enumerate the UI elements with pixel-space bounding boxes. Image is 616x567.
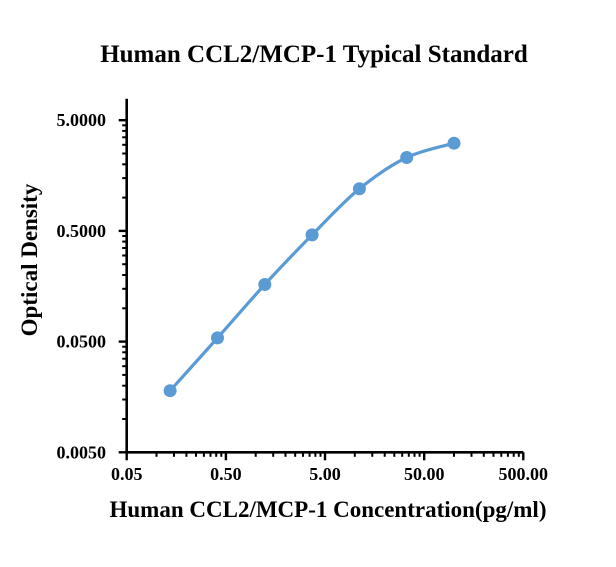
x-tick-label: 50.00 — [404, 464, 445, 484]
x-tick-label: 500.00 — [499, 464, 549, 484]
data-point-marker — [447, 136, 461, 150]
axis-spines — [125, 98, 524, 454]
y-tick-label: 0.0050 — [57, 442, 107, 462]
x-axis: 0.05 0.50 5.00 50.00 500.00 — [111, 452, 548, 484]
y-tick-label: 0.5000 — [57, 221, 107, 241]
data-point-marker — [211, 331, 224, 345]
data-point-marker — [352, 182, 366, 196]
x-axis-title: Human CCL2/MCP-1 Concentration(pg/ml) — [110, 497, 547, 522]
x-tick-label: 0.50 — [210, 464, 242, 484]
y-tick-label: 5.0000 — [57, 110, 107, 130]
axis-spine — [125, 98, 524, 454]
x-tick-label: 0.05 — [111, 464, 143, 484]
y-tick-label: 0.0500 — [57, 332, 107, 352]
data-point-marker — [400, 151, 414, 164]
series-group — [163, 136, 461, 398]
x-tick-label: 5.00 — [309, 464, 341, 484]
data-point-marker — [163, 384, 177, 398]
y-axis: 5.0000 0.5000 0.0500 0.0050 — [57, 110, 127, 462]
data-point-marker — [258, 278, 272, 291]
y-axis-title: Optical Density — [17, 183, 42, 336]
data-point-marker — [305, 228, 319, 242]
standard-curve-line — [168, 141, 456, 393]
chart-title: Human CCL2/MCP-1 Typical Standard — [100, 41, 528, 68]
